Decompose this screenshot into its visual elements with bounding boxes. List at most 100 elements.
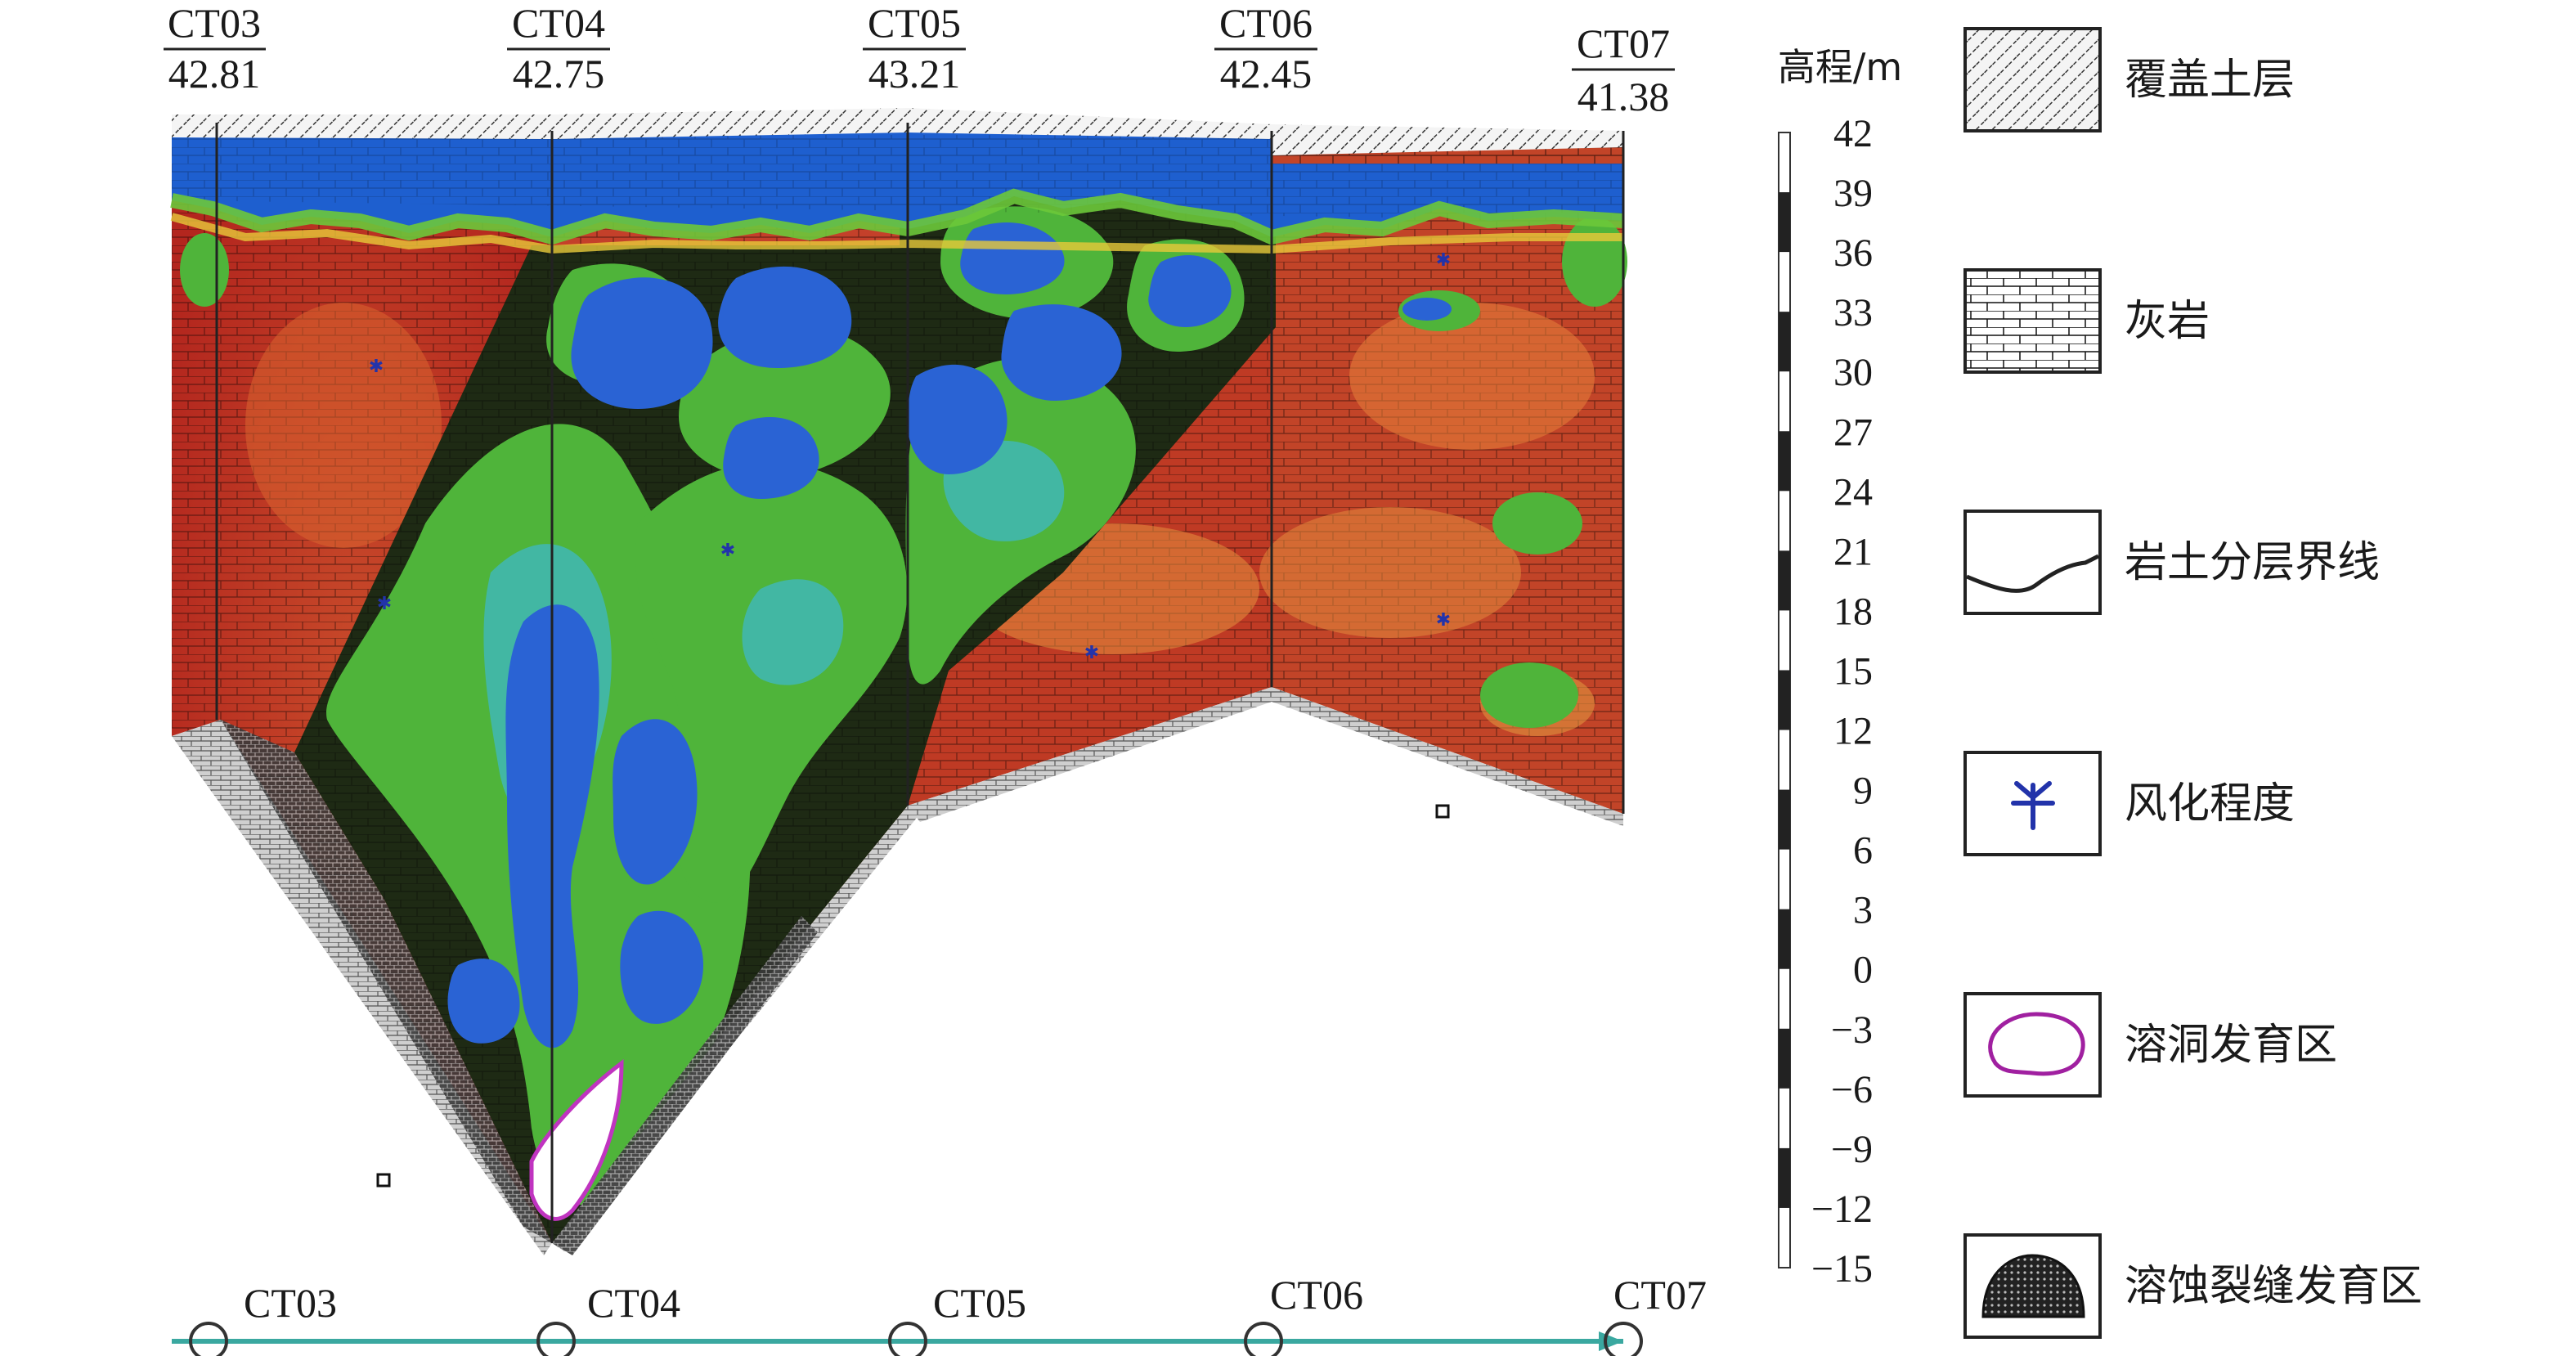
scale-bar-segment [1779,431,1790,492]
plan-point [1244,1322,1283,1356]
plan-point [1604,1322,1643,1356]
scale-bar-segment [1779,1028,1790,1089]
scale-tick-label: 30 [1833,351,1873,394]
plan-line-arrow [1599,1331,1623,1351]
scale-bar-segment [1779,909,1790,969]
scale-bar-segment [1779,1147,1790,1208]
legend-item-limestone: 灰岩 [1963,268,2210,374]
brick-pattern-icon [1963,268,2102,374]
plan-label: CT07 [1613,1272,1707,1318]
scale-bar-segment [1779,670,1790,730]
weathering-marker: ✱ [720,541,735,561]
borehole-labels: CT03 42.81 CT04 42.75 CT05 43.21 CT06 42… [164,0,1675,119]
legend: 覆盖土层 灰岩 岩土分层界线 风化程度 溶洞发育 [1963,27,2422,1339]
lower-wedge-dark-right [552,916,818,1255]
scale-tick-label: −15 [1811,1247,1873,1291]
legend-item-cover: 覆盖土层 [1963,27,2295,132]
plan-points [189,1322,1643,1356]
cover-soil-hatch-strip [172,108,1623,155]
fissure-dome-icon [1981,1254,2085,1318]
cave-outline-icon [1988,1012,2085,1076]
legend-label: 溶洞发育区 [2125,1021,2337,1070]
plan-point [888,1322,927,1356]
boundary-line-icon [1966,554,2100,593]
weathering-marker: ✱ [1084,643,1099,663]
legend-label: 溶蚀裂缝发育区 [2125,1262,2422,1311]
cover-transition-band [170,188,1624,245]
scale-tick-label: −9 [1831,1128,1873,1171]
borehole-name: CT03 [168,0,261,46]
cover-yellow-band [170,213,1623,254]
borehole-label-ct05: CT05 43.21 [863,0,966,97]
marker-box [376,1173,391,1188]
borehole-lines [215,123,1625,1243]
weathering-markers: ✱ ✱ ✱ ✱ ✱ ✱ [369,250,1451,663]
scale-tick-label: 18 [1833,590,1873,633]
scale-tick-label: 6 [1853,829,1873,873]
borehole-label-ct03: CT03 42.81 [164,0,266,97]
weathering-symbol-icon [2011,781,2055,830]
marker-box [1435,804,1450,819]
legend-item-weathering: 风化程度 [1963,751,2295,856]
lower-wedge-left [172,720,552,1255]
legend-item-cave: 溶洞发育区 [1963,992,2337,1098]
scale-tick-label: 21 [1833,530,1873,573]
borehole-name: CT05 [868,0,961,46]
scale-bar-segment [1779,192,1790,253]
borehole-name: CT07 [1577,20,1670,66]
borehole-elevation: 41.38 [1577,74,1670,119]
hatch-diagonal-icon [1963,27,2102,132]
section-panels: ✱ ✱ ✱ ✱ ✱ ✱ [170,108,1627,1255]
scale-tick-label: 9 [1853,770,1873,813]
borehole-label-ct06: CT06 42.45 [1214,0,1317,97]
lower-wedge-far-right [1272,687,1623,826]
plan-point [189,1322,228,1356]
elevation-scale: 高程/m 42393633302724211815129630−3−6−9−12… [1778,45,1902,1291]
borehole-label-ct04: CT04 42.75 [507,0,610,97]
weathering-marker: ✱ [377,594,392,614]
lower-wedge-right [908,687,1272,822]
scale-tick-label: 33 [1833,291,1873,335]
scale-bar-segment [1779,312,1790,372]
scale-tick-label: −6 [1831,1068,1873,1111]
plan-line: CT03 CT04 CT05 CT06 CT07 [172,1272,1707,1356]
borehole-name: CT04 [512,0,605,46]
weathering-marker: ✱ [369,357,384,377]
scale-tick-label: 3 [1853,889,1873,932]
scale-bar-segment [1779,550,1790,611]
elevation-title: 高程/m [1778,45,1902,89]
borehole-elevation: 42.45 [1220,51,1313,97]
legend-label: 灰岩 [2125,297,2210,346]
scale-bar-segment [1779,789,1790,850]
legend-item-boundary: 岩土分层界线 [1963,510,2380,615]
scale-tick-label: 42 [1833,112,1873,155]
lower-wedge-dark-left [221,720,552,1243]
plan-label: CT06 [1270,1272,1363,1318]
scale-tick-label: 12 [1833,710,1873,753]
borehole-elevation: 42.75 [513,51,605,97]
scale-bar-segments [1779,192,1790,1208]
scale-tick-label: −12 [1811,1188,1873,1231]
cover-layer-brick [172,135,1623,221]
legend-label: 岩土分层界线 [2125,538,2380,587]
legend-label: 风化程度 [2125,779,2295,828]
scale-tick-label: 27 [1833,411,1873,454]
scale-tick-label: −3 [1831,1008,1873,1052]
plan-label: CT03 [244,1280,337,1326]
legend-item-fissure: 溶蚀裂缝发育区 [1963,1233,2422,1339]
scale-tick-label: 15 [1833,649,1873,693]
scale-tick-label: 24 [1833,470,1873,514]
weathering-marker: ✱ [1436,250,1451,271]
borehole-elevation: 43.21 [868,51,961,97]
scale-tick-label: 39 [1833,172,1873,215]
borehole-name: CT06 [1219,0,1313,46]
scale-tick-label: 36 [1833,231,1873,275]
legend-label: 覆盖土层 [2125,56,2295,105]
plan-label: CT04 [587,1280,680,1326]
scale-tick-label: 0 [1853,949,1873,992]
weathering-marker: ✱ [1436,610,1451,631]
plan-point [536,1322,576,1356]
plan-label: CT05 [933,1280,1026,1326]
